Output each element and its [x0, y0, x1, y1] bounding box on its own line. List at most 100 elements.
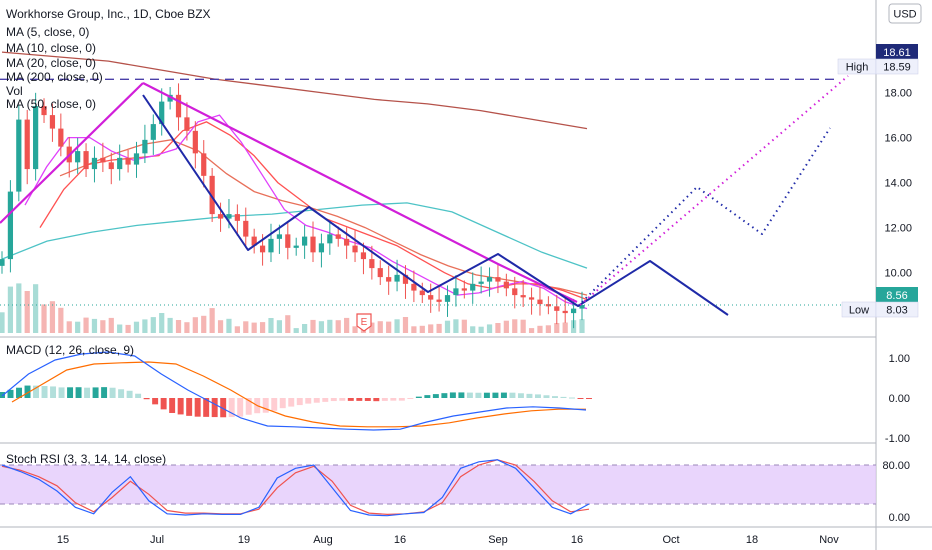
- macd-histogram-bar: [186, 398, 193, 416]
- volume-bar: [83, 317, 89, 333]
- candle-body: [243, 220, 249, 237]
- candle-body: [478, 281, 484, 284]
- time-tick-label: Sep: [488, 534, 508, 546]
- time-tick-label: 19: [238, 534, 250, 546]
- candle-body: [302, 236, 308, 246]
- candle-body: [310, 236, 316, 253]
- macd-tick-label: -1.00: [885, 433, 910, 445]
- volume-bar: [402, 317, 409, 333]
- candle-body: [419, 290, 425, 296]
- volume-bar: [7, 286, 14, 333]
- candle-body: [33, 106, 39, 170]
- navy-zigzag-solid[interactable]: [142, 94, 729, 316]
- volume-bar: [302, 324, 308, 333]
- volume-bar: [344, 317, 350, 333]
- volume-bar: [461, 319, 467, 333]
- macd-histogram-bar: [220, 398, 227, 418]
- macd-histogram-bar: [271, 398, 278, 411]
- volume-bar: [259, 322, 266, 333]
- legend-ma200[interactable]: MA (200, close, 0): [6, 70, 103, 84]
- candle-body: [285, 234, 291, 248]
- stoch-band-layer: [0, 464, 876, 505]
- trend-drawings-layer[interactable]: [0, 75, 876, 316]
- candle-body: [49, 115, 56, 129]
- candle-body: [512, 288, 518, 296]
- candle-body: [461, 288, 467, 291]
- volume-bar: [108, 317, 114, 333]
- candle-body: [167, 94, 173, 102]
- magenta-trendline-rise[interactable]: [0, 82, 144, 224]
- currency-button[interactable]: USD: [888, 3, 922, 24]
- volume-bar: [470, 326, 476, 333]
- volume-bar: [486, 324, 493, 333]
- macd-histogram-bar: [313, 398, 320, 403]
- volume-bar: [512, 319, 518, 333]
- volume-bar: [100, 320, 106, 333]
- candle-body: [75, 151, 81, 163]
- candle-body: [562, 310, 568, 314]
- time-tick-label: 18: [746, 534, 758, 546]
- legend-vol[interactable]: Vol: [6, 84, 23, 98]
- volume-bar: [16, 283, 22, 333]
- volume-bar: [276, 320, 282, 333]
- volume-bar: [49, 301, 56, 333]
- macd-histogram-bar: [347, 398, 354, 401]
- macd-histogram-bar: [169, 398, 176, 413]
- volume-bar: [495, 323, 501, 333]
- legend-ma5[interactable]: MA (5, close, 0): [6, 25, 89, 39]
- price-tick-label: 12.00: [884, 223, 912, 235]
- macd-histogram-bar: [84, 387, 91, 398]
- macd-histogram-bar: [152, 398, 159, 405]
- volume-bar: [352, 326, 358, 333]
- candle-body: [58, 128, 64, 147]
- volume-bar: [192, 317, 198, 333]
- volume-bar: [268, 318, 274, 333]
- volume-bar: [579, 319, 585, 333]
- volume-bar: [411, 326, 417, 333]
- macd-histogram-bar: [92, 387, 99, 398]
- volume-bar: [419, 325, 425, 333]
- top-price-tag: 18.61: [883, 47, 911, 59]
- macd-histogram-bar: [415, 396, 422, 398]
- candle-body: [251, 236, 257, 246]
- candle-body: [495, 277, 501, 282]
- time-tick-label: Aug: [313, 534, 333, 546]
- macd-histogram-bar: [560, 396, 567, 398]
- macd-histogram-bar: [288, 398, 295, 407]
- volume-bar: [562, 322, 568, 333]
- macd-histogram-bar: [203, 398, 210, 417]
- earnings-marker[interactable]: E: [356, 313, 372, 332]
- candle-body: [402, 274, 409, 284]
- volume-bar: [167, 317, 173, 333]
- stoch-rsi-layer: [1, 459, 590, 517]
- candle-body: [201, 153, 207, 176]
- legend-ma50[interactable]: MA (50, close, 0): [6, 97, 96, 111]
- candle-body: [386, 277, 392, 282]
- volume-bar: [217, 320, 224, 333]
- legend-ma10[interactable]: MA (10, close, 0): [6, 41, 96, 55]
- legend-stoch-rsi[interactable]: Stoch RSI (3, 3, 14, 14, close): [6, 452, 166, 466]
- volume-bar: [24, 291, 30, 333]
- candle-body: [394, 274, 400, 282]
- macd-histogram-bar: [534, 394, 541, 398]
- volume-bar: [133, 321, 140, 333]
- magenta-projection-dotted[interactable]: [579, 75, 849, 306]
- macd-histogram-bar: [228, 398, 235, 418]
- volume-bar: [293, 328, 299, 333]
- legend-ma20[interactable]: MA (20, close, 0): [6, 56, 96, 70]
- time-tick-label: 16: [394, 534, 406, 546]
- time-tick-label: 16: [571, 534, 583, 546]
- volume-bar: [41, 304, 47, 333]
- macd-line: [1, 351, 587, 431]
- macd-signal-line: [11, 361, 586, 428]
- last-price-tag-bg: [876, 287, 918, 303]
- macd-histogram-bar: [330, 398, 337, 402]
- time-tick-label: Jul: [150, 534, 164, 546]
- volume-bar: [117, 324, 123, 333]
- candle-body: [335, 234, 341, 239]
- legend-macd[interactable]: MACD (12, 26, close, 9): [6, 343, 134, 357]
- macd-histogram-bar: [101, 387, 108, 398]
- macd-tick-label: 0.00: [889, 393, 910, 405]
